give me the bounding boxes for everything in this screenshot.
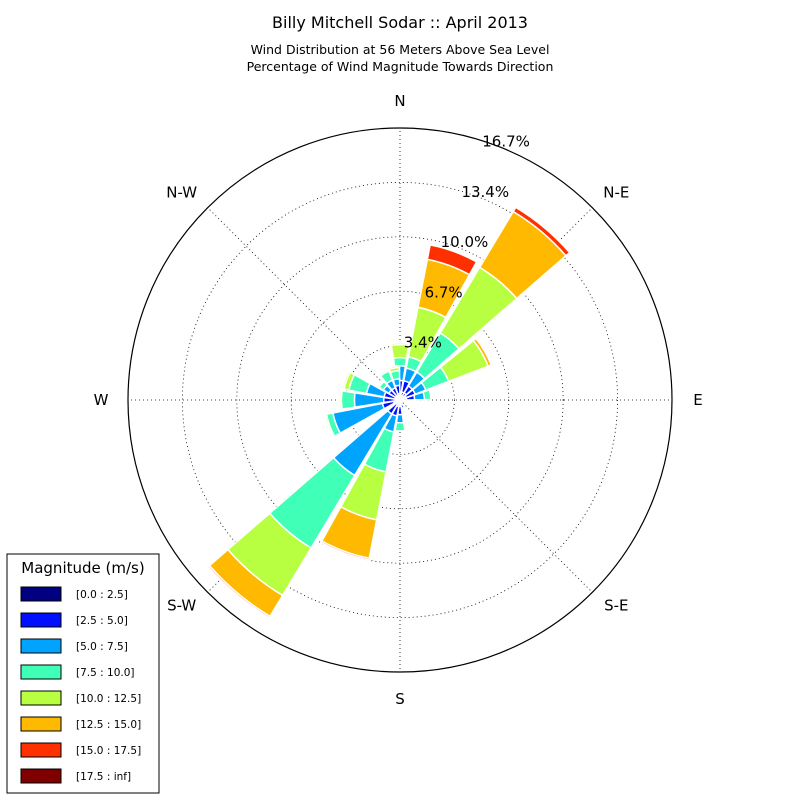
chart-subtitle-line-1: Wind Distribution at 56 Meters Above Sea…: [251, 42, 550, 57]
sector-60-bin-5: [472, 337, 493, 368]
direction-label-n-w: N-W: [166, 184, 197, 202]
direction-label-s: S: [395, 690, 405, 708]
grid-ring-0: [345, 345, 455, 455]
sector-180-bin-3: [394, 421, 406, 432]
legend-entries: [0.0 : 2.5] [2.5 : 5.0] [5.0 : 7.5] [7.5 : …: [20, 586, 141, 784]
sector-330-bin-4: [378, 368, 390, 378]
sector-290-bin-5: [341, 370, 352, 391]
direction-labels: N N-E E S-E S S-W W N-W: [94, 92, 703, 708]
radial-label-2: 10.0%: [441, 233, 489, 251]
legend-label-1: [2.5 : 5.0]: [76, 615, 128, 627]
sector-40-bin-6: [512, 206, 571, 257]
legend: Magnitude (m/s) [0.0 : 2.5] [2.5 : 5.0] [5…: [6, 553, 160, 794]
legend-label-6: [15.0 : 17.5]: [76, 745, 141, 757]
wind-sectors: [207, 206, 571, 619]
direction-label-e: E: [693, 391, 702, 409]
chart-title: Billy Mitchell Sodar :: April 2013: [272, 13, 528, 32]
radial-label-1: 6.7%: [425, 283, 463, 301]
legend-label-5: [12.5 : 15.0]: [76, 719, 141, 731]
radial-label-3: 13.4%: [461, 183, 509, 201]
legend-swatch-6: [20, 742, 62, 758]
radial-label-4: 16.7%: [482, 133, 530, 151]
outer-ring: [127, 127, 673, 673]
chart-subtitle-line-2: Percentage of Wind Magnitude Towards Dir…: [247, 59, 554, 74]
legend-label-0: [0.0 : 2.5]: [76, 589, 128, 601]
legend-swatch-2: [20, 638, 62, 654]
grid-ring-3: [181, 181, 619, 619]
legend-swatch-0: [20, 586, 62, 602]
legend-title: Magnitude (m/s): [21, 559, 144, 577]
legend-swatch-7: [20, 768, 62, 784]
direction-label-s-w: S-W: [167, 596, 196, 614]
direction-label-n: N: [394, 92, 405, 110]
legend-label-3: [7.5 : 10.0]: [76, 667, 134, 679]
grid-spoke-3: [399, 399, 593, 593]
sector-270-bin-3: [340, 389, 356, 411]
direction-label-s-e: S-E: [604, 596, 628, 614]
legend-label-4: [10.0 : 12.5]: [76, 693, 141, 705]
sector-20-bin-6: [426, 244, 478, 276]
sector-80-bin-3: [422, 388, 432, 401]
radial-labels: 3.4% 6.7% 10.0% 13.4% 16.7%: [404, 133, 530, 352]
sector-350-bin-5: [387, 365, 401, 371]
direction-label-n-e: N-E: [603, 184, 629, 202]
legend-label-2: [5.0 : 7.5]: [76, 641, 128, 653]
grid-spoke-7: [207, 207, 401, 401]
legend-swatch-1: [20, 612, 62, 628]
sector-220-bin-6: [207, 564, 272, 619]
radial-label-0: 3.4%: [404, 334, 442, 352]
direction-label-w: W: [94, 391, 109, 409]
sector-270-bin-4: [338, 389, 343, 411]
sector-200-bin-6: [320, 540, 371, 561]
sector-0-bin-3: [392, 356, 408, 368]
sector-0-bin-5: [390, 342, 410, 347]
sector-250-bin-4: [323, 413, 336, 439]
sector-310-bin-4: [376, 379, 386, 389]
grid-ring-2: [236, 236, 564, 564]
legend-swatch-4: [20, 690, 62, 706]
legend-swatch-3: [20, 664, 62, 680]
legend-label-7: [17.5 : inf]: [76, 771, 131, 783]
legend-swatch-5: [20, 716, 62, 732]
